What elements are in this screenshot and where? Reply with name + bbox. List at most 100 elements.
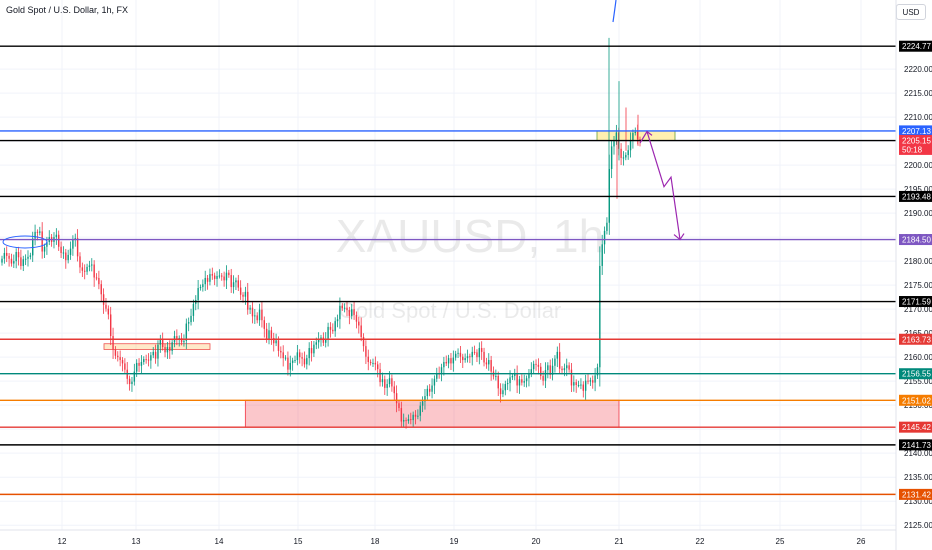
candle-body xyxy=(39,231,41,233)
candle-body xyxy=(301,357,303,359)
candle-body xyxy=(412,414,414,421)
candle-body xyxy=(424,396,426,402)
candle-body xyxy=(65,252,67,261)
candle-body xyxy=(348,310,351,316)
price-tick: 2160.00 xyxy=(904,353,932,362)
candle-body xyxy=(183,340,185,343)
candle-body xyxy=(573,382,575,386)
price-level-label-text: 2171.59 xyxy=(902,298,931,307)
last-price-label xyxy=(899,134,932,155)
candle-body xyxy=(76,238,79,257)
candle-body xyxy=(303,358,306,365)
candle-body xyxy=(187,322,190,324)
candle-body xyxy=(377,364,379,370)
candle-body xyxy=(223,276,225,281)
candle-body xyxy=(473,351,476,353)
candle-body xyxy=(514,373,516,376)
candle-body xyxy=(119,357,121,361)
candle-body xyxy=(213,275,216,279)
time-axis[interactable]: 12 13 14 15 18 19 20 21 22 25 26 xyxy=(58,537,866,546)
candle-body xyxy=(100,284,102,295)
candle-body xyxy=(211,274,214,276)
candle-body xyxy=(421,401,424,406)
candle-body xyxy=(450,358,452,364)
price-level-label xyxy=(899,488,932,500)
time-tick: 19 xyxy=(450,537,459,546)
chart-title: Gold Spot / U.S. Dollar, 1h, FX xyxy=(6,5,129,15)
candle-body xyxy=(88,265,91,267)
time-tick: 21 xyxy=(615,537,624,546)
candle-body xyxy=(169,347,171,351)
candle-body xyxy=(98,277,100,285)
candle-body xyxy=(502,390,504,395)
price-level-label xyxy=(899,394,932,406)
candle-body xyxy=(566,365,568,369)
candle-body xyxy=(407,419,410,422)
candle-body xyxy=(46,241,48,247)
candle-body xyxy=(582,384,584,391)
candle-body xyxy=(462,356,464,361)
projection-start xyxy=(639,130,653,144)
candle-body xyxy=(306,358,308,365)
candle-body xyxy=(41,231,43,252)
candle-body xyxy=(558,351,561,369)
time-tick: 15 xyxy=(294,537,303,546)
candle-body xyxy=(268,330,270,339)
candle-body xyxy=(384,379,386,388)
candle-body xyxy=(365,346,367,357)
price-tick: 2155.00 xyxy=(904,377,932,386)
candle-body xyxy=(516,373,518,386)
candle-body xyxy=(351,309,353,316)
candle-body xyxy=(310,348,313,354)
candle-body xyxy=(594,375,596,383)
candle-body xyxy=(263,320,265,329)
candle-body xyxy=(596,367,599,376)
candle-body xyxy=(244,291,247,297)
candle-body xyxy=(464,358,466,361)
candle-body xyxy=(58,234,60,247)
projection-arrowhead xyxy=(673,233,685,241)
candle-body xyxy=(610,146,613,169)
candle-body xyxy=(554,358,556,366)
candle-body xyxy=(192,303,195,316)
candle-body xyxy=(197,288,199,301)
candle-body xyxy=(544,370,547,381)
candle-body xyxy=(556,351,559,359)
price-level-label xyxy=(899,190,932,202)
candle-body xyxy=(459,352,462,357)
candle-body xyxy=(209,274,211,282)
price-level-label-text: 2184.50 xyxy=(902,236,931,245)
candle-body xyxy=(133,371,136,382)
candle-body xyxy=(277,340,280,351)
candle-body xyxy=(369,361,372,363)
projection-arrow xyxy=(646,131,681,240)
candle-body xyxy=(154,351,157,359)
highlight-ellipse xyxy=(2,235,48,249)
candle-body xyxy=(587,380,589,382)
candle-body xyxy=(43,246,46,252)
candle-body xyxy=(367,356,369,362)
support-zone xyxy=(244,399,620,428)
candle-body xyxy=(258,309,261,321)
price-level-label xyxy=(899,368,932,380)
candle-body xyxy=(606,222,608,231)
candle-body xyxy=(372,362,374,364)
candle-body xyxy=(180,337,183,343)
price-level-label xyxy=(899,234,932,246)
candle-body xyxy=(433,378,436,386)
candle-body xyxy=(402,420,405,422)
candle-body xyxy=(232,282,235,288)
candle-body xyxy=(521,379,523,383)
candle-body xyxy=(410,419,412,421)
candle-body xyxy=(457,352,459,354)
candle-body xyxy=(206,277,209,282)
candle-body xyxy=(563,368,566,371)
price-level-label-text: 2163.73 xyxy=(902,335,931,344)
candle-body xyxy=(150,355,152,361)
candle-body xyxy=(445,361,447,364)
time-tick: 25 xyxy=(776,537,785,546)
candle-body xyxy=(86,266,88,272)
candle-body xyxy=(325,338,327,343)
time-tick: 26 xyxy=(857,537,866,546)
